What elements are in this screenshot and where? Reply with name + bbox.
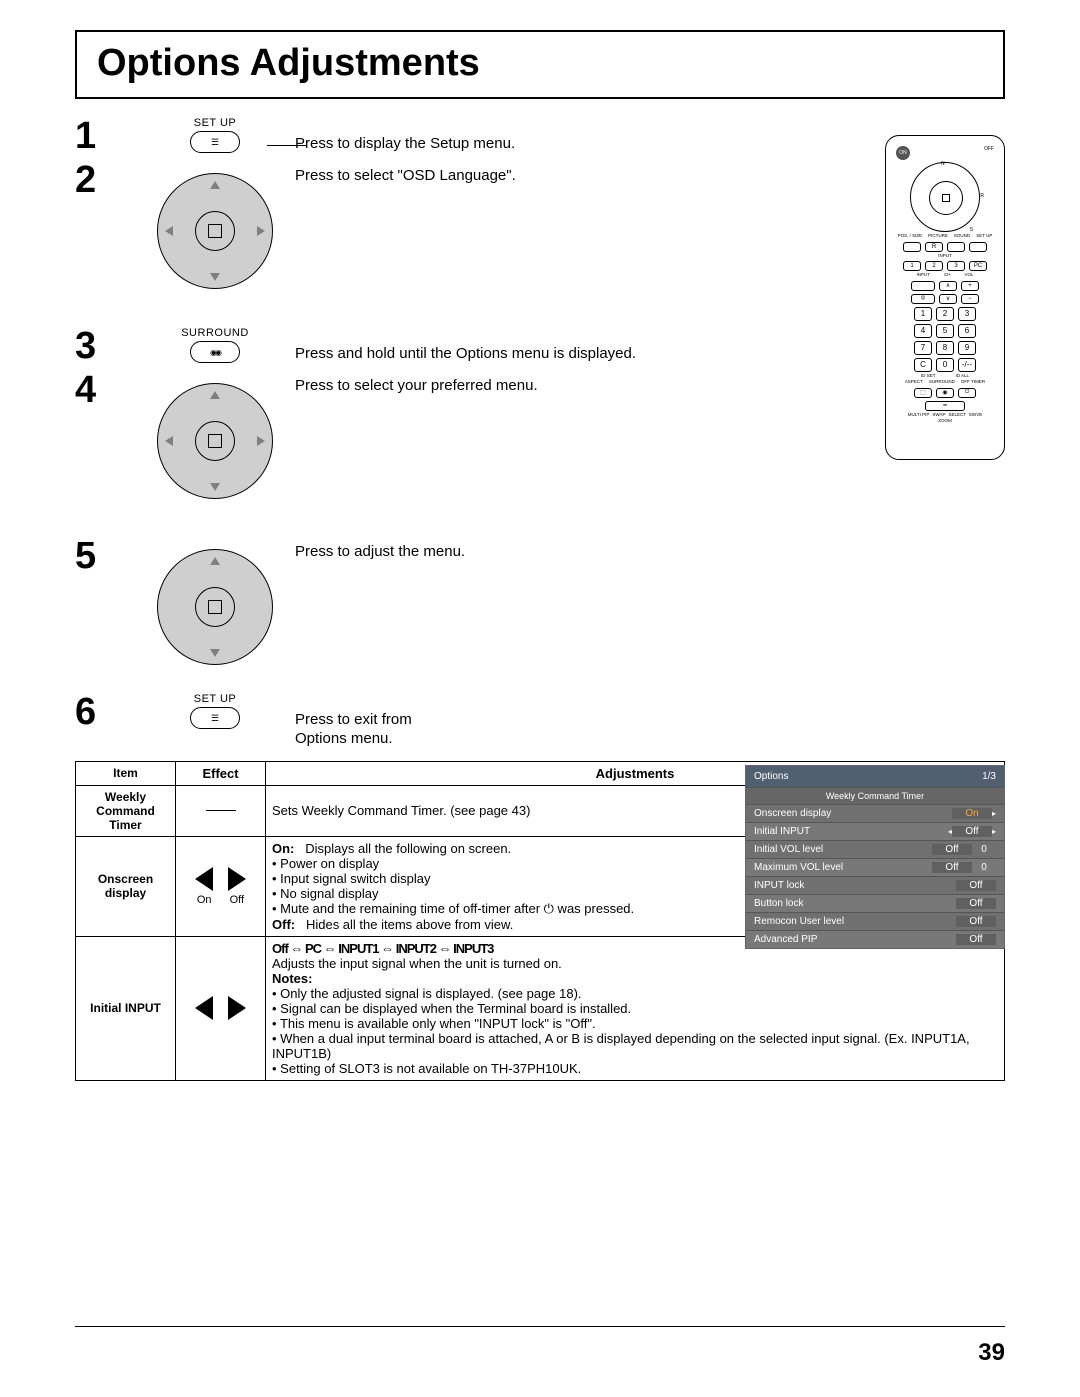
step-text: Press to adjust the menu. xyxy=(295,537,1005,562)
title-box: Options Adjustments xyxy=(75,30,1005,99)
osd-row: Initial INPUT◂Off▸ xyxy=(746,822,1004,840)
osd-row: Maximum VOL levelOff0 xyxy=(746,858,1004,876)
step-icon: SET UP xyxy=(135,693,295,729)
step-6: 6 SET UP Press to exit from Options menu… xyxy=(75,693,1005,749)
effect-cell xyxy=(176,785,266,836)
dpad-icon xyxy=(145,537,285,677)
osd-command-row: Weekly Command Timer xyxy=(746,787,1004,804)
step-4: 4 Press to select your preferred menu. xyxy=(75,371,1005,531)
dpad-icon xyxy=(145,161,285,301)
osd-row: Initial VOL levelOff0 xyxy=(746,840,1004,858)
effect-cell: On Off xyxy=(176,836,266,936)
steps-area: 1 SET UP Press to display the Setup menu… xyxy=(75,117,1005,749)
step-text: Press to exit from Options menu. xyxy=(295,693,1005,749)
remote-wheel: N R S xyxy=(910,162,980,232)
step-icon: SET UP xyxy=(135,117,295,153)
setup-button-icon xyxy=(190,707,240,729)
step-number: 2 xyxy=(75,161,135,199)
step-number: 5 xyxy=(75,537,135,575)
item-cell: Initial INPUT xyxy=(76,936,176,1080)
remote-illustration: ON OFF N R S POS. / SIZEPICTURESOUNDSET … xyxy=(885,135,1005,460)
osd-row: Advanced PIPOff xyxy=(746,930,1004,948)
surround-button-icon xyxy=(190,341,240,363)
arrow-left-icon xyxy=(195,996,213,1020)
osd-title: Options xyxy=(754,771,788,782)
step-icon xyxy=(135,537,295,677)
step-5: 5 Press to adjust the menu. xyxy=(75,537,1005,687)
step-number: 6 xyxy=(75,693,135,731)
osd-row: Onscreen displayOn▸ xyxy=(746,804,1004,822)
step-2: 2 Press to select "OSD Language". xyxy=(75,161,1005,321)
th-item: Item xyxy=(76,761,176,785)
osd-header: Options 1/3 xyxy=(746,766,1004,787)
osd-options-panel: Options 1/3 Weekly Command Timer Onscree… xyxy=(745,765,1005,949)
step-number: 4 xyxy=(75,371,135,409)
osd-row: Remocon User levelOff xyxy=(746,912,1004,930)
arrow-right-icon xyxy=(228,867,246,891)
effect-cell xyxy=(176,936,266,1080)
callout-line xyxy=(267,145,307,146)
button-label: SET UP xyxy=(194,117,237,129)
step-number: 1 xyxy=(75,117,135,155)
arrow-left-icon xyxy=(195,867,213,891)
table-row: Initial INPUT Off ⇔ PC ⇔ INPUT1 ⇔ INPUT2… xyxy=(76,936,1005,1080)
button-label: SET UP xyxy=(194,693,237,705)
dpad-icon xyxy=(145,371,285,511)
step-icon: SURROUND xyxy=(135,327,295,363)
step-1: 1 SET UP Press to display the Setup menu… xyxy=(75,117,1005,155)
osd-row: INPUT lockOff xyxy=(746,876,1004,894)
step-number: 3 xyxy=(75,327,135,365)
osd-page: 1/3 xyxy=(982,771,996,782)
page-title: Options Adjustments xyxy=(97,42,983,85)
step-3: 3 SURROUND Press and hold until the Opti… xyxy=(75,327,1005,365)
th-effect: Effect xyxy=(176,761,266,785)
off-label: OFF xyxy=(984,146,994,152)
page-number: 39 xyxy=(978,1339,1005,1367)
item-cell: Onscreen display xyxy=(76,836,176,936)
setup-button-icon xyxy=(190,131,240,153)
step-icon xyxy=(135,371,295,511)
surround-icon xyxy=(210,347,220,358)
adj-cell: Off ⇔ PC ⇔ INPUT1 ⇔ INPUT2 ⇔ INPUT3 Adju… xyxy=(266,936,1005,1080)
button-label: SURROUND xyxy=(181,327,249,339)
remote-numpad: 123456789C0-/-- xyxy=(914,304,976,372)
arrow-right-icon xyxy=(228,996,246,1020)
item-cell: Weekly Command Timer xyxy=(76,785,176,836)
on-button-icon: ON xyxy=(896,146,910,160)
list-icon xyxy=(211,713,219,724)
footer-rule xyxy=(75,1326,1005,1327)
step-icon xyxy=(135,161,295,301)
list-icon xyxy=(211,137,219,148)
osd-row: Button lockOff xyxy=(746,894,1004,912)
